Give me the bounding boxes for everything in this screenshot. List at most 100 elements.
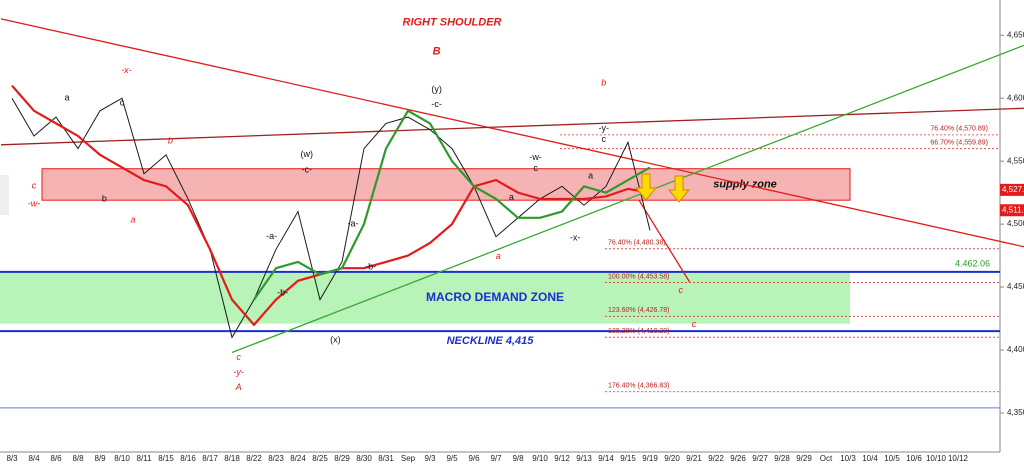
- wave-label: -y-: [599, 123, 610, 133]
- fib-label: 123.60% (4,426.78): [608, 307, 670, 314]
- fib-label: 100.00% (4,453.58): [608, 273, 670, 280]
- x-tick-label: 8/16: [180, 454, 196, 463]
- series-line: [253, 109, 651, 301]
- trendline: [0, 107, 1024, 146]
- x-tick-label: 8/30: [356, 454, 372, 463]
- wave-label: a: [130, 215, 135, 225]
- x-tick-label: 9/10: [532, 454, 548, 463]
- x-tick-label: 8/23: [268, 454, 284, 463]
- wave-label: A: [235, 382, 242, 392]
- x-tick-label: 8/15: [158, 454, 174, 463]
- x-tick-label: 9/20: [664, 454, 680, 463]
- x-tick-label: 9/29: [796, 454, 812, 463]
- x-tick-label: 9/12: [554, 454, 570, 463]
- x-tick-label: 9/19: [642, 454, 658, 463]
- wave-label: -a-: [348, 218, 359, 228]
- wave-label: -w-: [529, 152, 542, 162]
- y-tick-label: 4,400.00: [1007, 345, 1024, 354]
- x-tick-label: 8/18: [224, 454, 240, 463]
- x-tick-label: 10/6: [906, 454, 922, 463]
- x-tick-label: 9/13: [576, 454, 592, 463]
- x-tick-label: 10/4: [862, 454, 878, 463]
- wave-label: c: [32, 181, 37, 191]
- y-tick-label: 4,600.00: [1007, 93, 1024, 102]
- trendline: [231, 44, 1024, 354]
- wave-label: a: [496, 251, 501, 261]
- zone: [41, 168, 851, 201]
- wave-label: -b-: [365, 261, 376, 271]
- wave-label: c: [236, 352, 241, 362]
- y-tick-label: 4,350.00: [1007, 408, 1024, 417]
- fib-label: 76.40% (4,570.89): [930, 126, 988, 133]
- x-tick-label: 8/9: [94, 454, 106, 463]
- down-arrow: [667, 175, 691, 203]
- price-tag-label: 4,527.18: [1002, 185, 1024, 194]
- wave-label: RIGHT SHOULDER: [403, 17, 502, 29]
- wave-label: b: [168, 135, 173, 145]
- wave-label: -c-: [302, 164, 313, 174]
- wave-label: -y-: [233, 367, 244, 377]
- wave-label: (w): [301, 149, 314, 159]
- x-tick-label: 8/4: [28, 454, 40, 463]
- x-tick-label: Sep: [401, 454, 416, 463]
- x-tick-label: 9/26: [730, 454, 746, 463]
- y-tick-label: 4,550.00: [1007, 156, 1024, 165]
- x-tick-label: 9/14: [598, 454, 614, 463]
- wave-label: a: [509, 192, 514, 202]
- x-tick-label: 8/6: [50, 454, 62, 463]
- wave-label: -c-: [431, 99, 442, 109]
- x-tick-label: 9/21: [686, 454, 702, 463]
- series-line: [11, 97, 651, 339]
- logo-tab: [0, 175, 9, 215]
- x-tick-label: 8/22: [246, 454, 262, 463]
- trendline: [638, 199, 691, 283]
- trendline: [0, 18, 1024, 248]
- x-tick-label: 10/10: [926, 454, 947, 463]
- x-tick-label: 8/25: [312, 454, 328, 463]
- down-arrow: [634, 173, 658, 201]
- fib-label: 66.70% (4,559.89): [930, 140, 988, 147]
- x-tick-label: 10/3: [840, 454, 856, 463]
- arrows: [634, 173, 691, 203]
- x-tick-label: 8/29: [334, 454, 350, 463]
- x-tick-label: 9/5: [446, 454, 458, 463]
- zone-label: MACRO DEMAND ZONE: [426, 290, 564, 304]
- x-tick-label: 9/27: [752, 454, 768, 463]
- wave-label: -w-: [28, 198, 41, 208]
- x-tick-label: 8/17: [202, 454, 218, 463]
- wave-label: c: [692, 319, 697, 329]
- x-tick-label: 9/22: [708, 454, 724, 463]
- fib-label: 138.20% (4,410.20): [608, 328, 670, 335]
- level-label: NECKLINE 4,415: [447, 335, 535, 347]
- wave-label: -x-: [570, 232, 581, 242]
- y-tick-label: 4,650.00: [1007, 30, 1024, 39]
- wave-label: c: [120, 98, 125, 108]
- x-tick-label: 8/31: [378, 454, 394, 463]
- wave-label: a: [64, 93, 69, 103]
- price-tag: [1000, 204, 1024, 217]
- x-tick-label: 9/7: [490, 454, 502, 463]
- wave-label: c: [602, 134, 607, 144]
- y-tick-label: 4,450.00: [1007, 282, 1024, 291]
- price-tag-label: 4,511.00: [1002, 205, 1024, 214]
- level-label: 4.462.06: [955, 258, 990, 268]
- price-tag: [1000, 183, 1024, 196]
- x-tick-label: 9/8: [512, 454, 524, 463]
- wave-label: (x): [330, 334, 341, 344]
- x-tick-label: 9/3: [424, 454, 436, 463]
- wave-label: -b-: [277, 288, 288, 298]
- x-tick-label: Oct: [820, 454, 833, 463]
- fib-label: 76.40% (4,480.38): [608, 240, 666, 247]
- fib-label: 176.40% (4,366.83): [608, 383, 670, 390]
- wave-label: b: [102, 193, 107, 203]
- wave-label: c: [679, 285, 684, 295]
- x-tick-label: 8/24: [290, 454, 306, 463]
- x-tick-label: 9/15: [620, 454, 636, 463]
- x-tick-label: 9/6: [468, 454, 480, 463]
- x-tick-label: 9/28: [774, 454, 790, 463]
- wave-label: c: [533, 163, 538, 173]
- zone: [0, 271, 850, 324]
